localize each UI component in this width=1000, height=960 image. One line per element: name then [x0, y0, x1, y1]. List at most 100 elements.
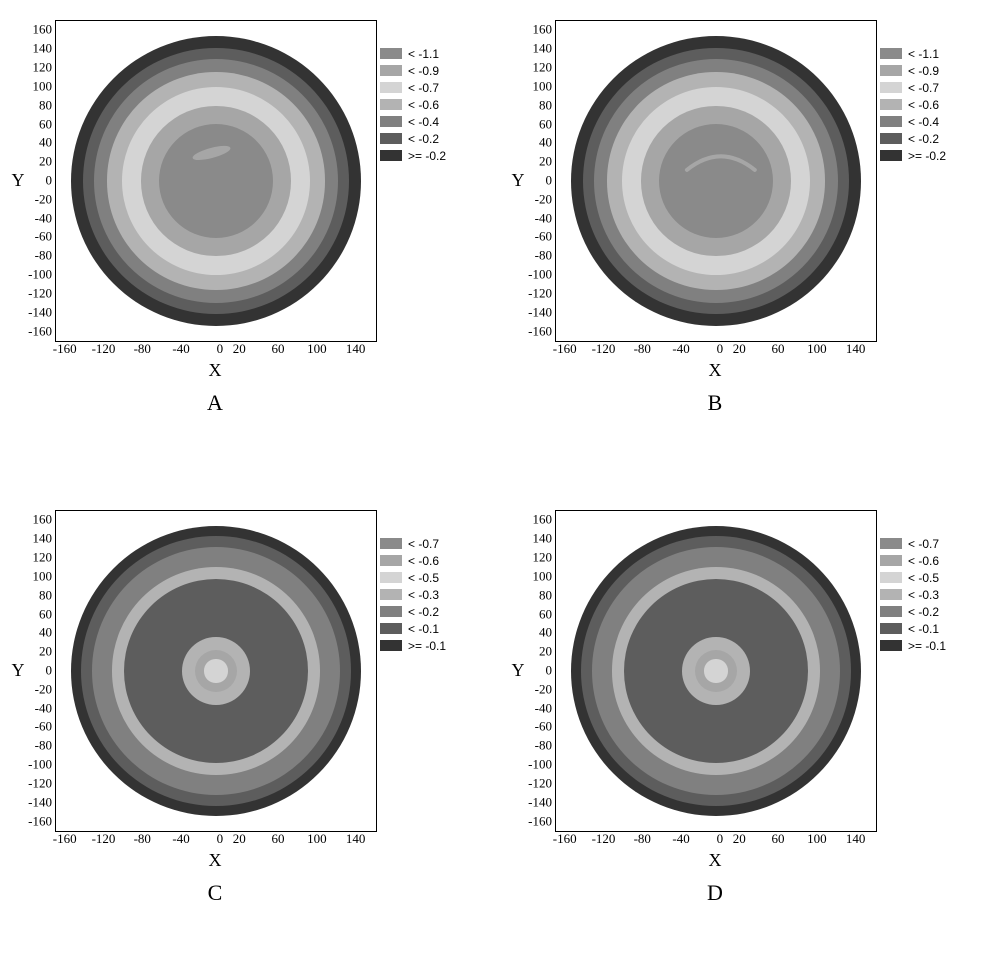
legend: < -1.1< -0.9< -0.7< -0.6< -0.4< -0.2>= -…	[880, 45, 990, 164]
legend-swatch	[880, 606, 902, 617]
plot-area	[55, 20, 375, 340]
legend-label: < -0.1	[408, 622, 439, 636]
x-tick: -120	[83, 832, 123, 845]
y-tick: -100	[524, 268, 552, 281]
plot-area	[555, 510, 875, 830]
y-tick: 60	[24, 117, 52, 130]
legend-swatch	[380, 133, 402, 144]
x-tick: 100	[297, 832, 337, 845]
legend-label: < -0.2	[908, 605, 939, 619]
legend-label: < -0.9	[908, 64, 939, 78]
legend-row: < -0.7	[880, 79, 990, 96]
panel-letter: D	[555, 880, 875, 906]
panel-B: -160-140-120-100-80-60-40-20020406080100…	[500, 0, 1000, 470]
legend-row: < -0.1	[880, 620, 990, 637]
legend-swatch	[380, 589, 402, 600]
y-tick: 0	[524, 664, 552, 677]
plot-area	[55, 510, 375, 830]
contour-ring	[159, 124, 273, 238]
y-tick: -60	[524, 230, 552, 243]
legend-label: < -0.5	[408, 571, 439, 585]
legend-row: < -0.9	[880, 62, 990, 79]
y-tick: 140	[24, 532, 52, 545]
legend-label: >= -0.2	[908, 149, 946, 163]
legend-swatch	[880, 538, 902, 549]
legend: < -1.1< -0.9< -0.7< -0.6< -0.4< -0.2>= -…	[380, 45, 490, 164]
y-tick: 20	[524, 645, 552, 658]
legend-row: < -0.2	[880, 603, 990, 620]
x-tick: -120	[583, 832, 623, 845]
legend-row: >= -0.1	[880, 637, 990, 654]
x-tick: 60	[258, 342, 298, 355]
legend-swatch	[380, 623, 402, 634]
panel-A: -160-140-120-100-80-60-40-20020406080100…	[0, 0, 500, 470]
x-tick: -160	[545, 342, 585, 355]
y-tick: -40	[524, 701, 552, 714]
y-tick: 160	[24, 23, 52, 36]
legend-swatch	[380, 538, 402, 549]
y-tick: -140	[24, 305, 52, 318]
legend-swatch	[380, 99, 402, 110]
legend-swatch	[880, 48, 902, 59]
x-axis-ticks: -160-120-80-4002060100140	[55, 832, 375, 850]
legend-row: < -0.6	[880, 552, 990, 569]
legend-label: >= -0.1	[408, 639, 446, 653]
x-tick: -40	[661, 832, 701, 845]
legend-label: < -0.7	[408, 537, 439, 551]
y-tick: 80	[24, 588, 52, 601]
y-tick: -60	[24, 720, 52, 733]
legend-row: < -0.4	[380, 113, 490, 130]
legend-swatch	[380, 150, 402, 161]
y-axis-label: Y	[508, 170, 528, 191]
legend-row: >= -0.1	[380, 637, 490, 654]
x-tick: 20	[719, 342, 759, 355]
plot-box	[55, 20, 377, 342]
legend-row: < -0.2	[380, 603, 490, 620]
legend-swatch	[880, 133, 902, 144]
y-tick: -40	[24, 211, 52, 224]
x-axis-ticks: -160-120-80-4002060100140	[55, 342, 375, 360]
y-tick: 20	[24, 645, 52, 658]
y-tick: -20	[24, 192, 52, 205]
legend-label: < -0.5	[908, 571, 939, 585]
x-axis-label: X	[55, 850, 375, 871]
y-tick: 120	[524, 61, 552, 74]
legend-label: < -1.1	[908, 47, 939, 61]
legend-label: < -1.1	[408, 47, 439, 61]
legend-row: < -0.9	[380, 62, 490, 79]
x-axis-ticks: -160-120-80-4002060100140	[555, 832, 875, 850]
legend-row: < -0.3	[380, 586, 490, 603]
legend-label: < -0.6	[908, 98, 939, 112]
plot-box	[555, 20, 877, 342]
y-tick: 100	[524, 569, 552, 582]
x-tick: -80	[122, 832, 162, 845]
x-tick: 140	[336, 832, 376, 845]
y-tick: -60	[24, 230, 52, 243]
legend-swatch	[880, 116, 902, 127]
legend-row: < -1.1	[380, 45, 490, 62]
legend-swatch	[380, 65, 402, 76]
contour-ring	[204, 659, 227, 682]
plot-area	[555, 20, 875, 340]
x-tick: -120	[83, 342, 123, 355]
artifact-arc	[556, 21, 876, 341]
panel-letter: C	[55, 880, 375, 906]
y-axis-label: Y	[508, 660, 528, 681]
legend-row: < -0.6	[380, 552, 490, 569]
y-tick: 80	[524, 588, 552, 601]
legend-swatch	[380, 82, 402, 93]
y-tick: -20	[524, 682, 552, 695]
y-tick: 40	[24, 626, 52, 639]
y-tick: 120	[24, 61, 52, 74]
y-tick: 80	[524, 98, 552, 111]
y-axis-label: Y	[8, 170, 28, 191]
x-tick: -40	[161, 342, 201, 355]
y-tick: -160	[524, 814, 552, 827]
y-tick: 40	[24, 136, 52, 149]
panel-D: -160-140-120-100-80-60-40-20020406080100…	[500, 490, 1000, 960]
figure-root: -160 -140 -120 -100 -80 -60 -40 -20 0 20 40 60 80 100…	[0, 0, 1000, 940]
x-tick: 60	[758, 342, 798, 355]
x-tick: 100	[797, 342, 837, 355]
legend-label: < -0.7	[408, 81, 439, 95]
legend-row: < -0.2	[380, 130, 490, 147]
